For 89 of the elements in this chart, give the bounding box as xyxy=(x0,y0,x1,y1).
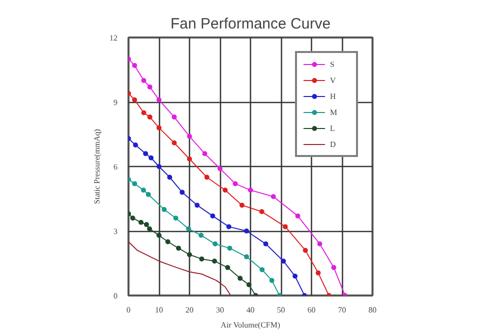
y-axis-title: Static Pressure(mmAq) xyxy=(92,128,102,204)
point xyxy=(198,232,204,238)
point xyxy=(280,258,286,264)
point xyxy=(238,276,243,281)
x-tick-label: 60 xyxy=(308,306,316,314)
point xyxy=(156,164,162,169)
point xyxy=(222,188,228,193)
point xyxy=(130,216,136,221)
point xyxy=(143,151,148,156)
point xyxy=(144,222,149,228)
point xyxy=(212,241,218,246)
point xyxy=(227,246,232,251)
point xyxy=(165,239,170,244)
line-series xyxy=(128,241,232,296)
point xyxy=(176,246,182,251)
point xyxy=(173,216,178,221)
x-tick-label: 30 xyxy=(216,306,224,314)
point xyxy=(331,265,336,270)
x-tick-label: 10 xyxy=(155,306,163,314)
point xyxy=(172,114,177,120)
point xyxy=(156,125,162,130)
point xyxy=(295,213,300,218)
point xyxy=(282,224,288,230)
point xyxy=(194,202,200,208)
point xyxy=(218,166,222,172)
point xyxy=(317,241,322,246)
point xyxy=(226,224,232,230)
point xyxy=(212,258,218,264)
point xyxy=(172,140,177,146)
point xyxy=(132,97,138,102)
point xyxy=(187,252,192,258)
point xyxy=(147,114,152,120)
y-tick-label: 0 xyxy=(114,292,118,300)
legend-label: M xyxy=(330,107,338,117)
point xyxy=(186,226,192,232)
point xyxy=(244,228,250,234)
point xyxy=(199,256,204,262)
point xyxy=(147,226,152,232)
legend-label: L xyxy=(330,123,336,133)
point xyxy=(141,78,146,83)
point xyxy=(263,241,268,246)
point xyxy=(180,190,185,195)
point xyxy=(156,97,162,102)
legend-label: S xyxy=(330,59,336,69)
point xyxy=(269,278,274,283)
point xyxy=(270,194,276,200)
point xyxy=(133,142,138,148)
point xyxy=(187,134,192,139)
point xyxy=(162,207,167,212)
point xyxy=(246,282,252,288)
x-tick-label: 80 xyxy=(368,306,376,314)
point xyxy=(260,267,265,272)
y-tick-label: 12 xyxy=(110,34,118,42)
point xyxy=(302,248,308,253)
x-tick-label: 0 xyxy=(126,306,130,314)
x-tick-label: 20 xyxy=(186,306,194,314)
point xyxy=(156,232,162,238)
x-tick-label: 70 xyxy=(338,306,346,314)
chart-title: Fan Performance Curve xyxy=(170,16,331,32)
x-tick-label: 40 xyxy=(246,306,254,314)
point xyxy=(132,181,138,186)
point xyxy=(187,156,192,162)
point xyxy=(244,254,250,260)
x-axis-title: Air Volume(CFM) xyxy=(220,320,281,330)
point xyxy=(239,202,244,208)
y-tick-label: 3 xyxy=(114,227,118,236)
point xyxy=(140,188,146,193)
legend-label: D xyxy=(330,139,337,149)
point xyxy=(202,151,208,156)
legend-label: V xyxy=(330,75,337,85)
point xyxy=(132,62,138,68)
point xyxy=(148,155,154,160)
point xyxy=(248,188,253,193)
y-tick-label: 6 xyxy=(114,162,118,172)
legend-label: H xyxy=(330,91,337,101)
point xyxy=(292,274,298,279)
y-tick-label: 9 xyxy=(114,98,118,107)
point xyxy=(316,270,321,276)
point xyxy=(225,265,230,270)
point xyxy=(141,110,146,116)
point xyxy=(204,174,210,180)
point xyxy=(147,84,152,90)
point xyxy=(146,192,151,197)
point xyxy=(259,209,264,214)
point xyxy=(210,213,216,218)
point xyxy=(232,181,238,186)
x-tick-label: 50 xyxy=(277,306,285,314)
point xyxy=(138,220,144,225)
point xyxy=(167,174,172,180)
